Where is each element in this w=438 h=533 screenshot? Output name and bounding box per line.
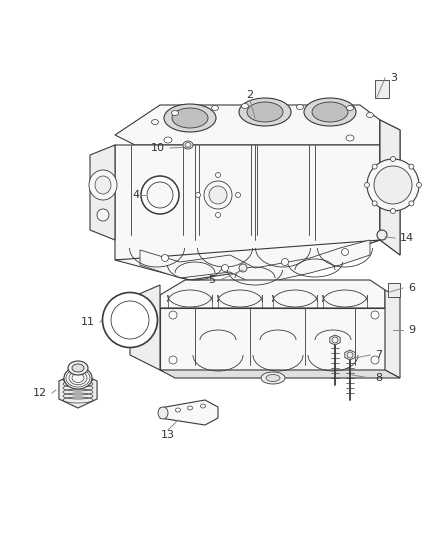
Ellipse shape	[97, 209, 109, 221]
Ellipse shape	[147, 182, 173, 208]
Ellipse shape	[209, 186, 227, 204]
Polygon shape	[115, 240, 380, 280]
Ellipse shape	[282, 259, 289, 265]
Ellipse shape	[372, 201, 377, 206]
Ellipse shape	[347, 352, 353, 358]
Polygon shape	[380, 120, 400, 255]
Ellipse shape	[164, 104, 216, 132]
Ellipse shape	[391, 208, 396, 214]
Ellipse shape	[266, 375, 280, 382]
Polygon shape	[140, 240, 370, 285]
Ellipse shape	[172, 110, 179, 116]
Ellipse shape	[261, 372, 285, 384]
Ellipse shape	[409, 164, 414, 169]
Ellipse shape	[204, 181, 232, 209]
Ellipse shape	[391, 157, 396, 161]
Ellipse shape	[169, 356, 177, 364]
Ellipse shape	[72, 364, 84, 372]
Ellipse shape	[247, 102, 283, 122]
Ellipse shape	[195, 192, 201, 198]
Ellipse shape	[367, 159, 419, 211]
Ellipse shape	[371, 311, 379, 319]
Text: 2: 2	[247, 90, 254, 100]
Ellipse shape	[185, 142, 191, 148]
Ellipse shape	[95, 176, 111, 194]
Ellipse shape	[374, 166, 412, 204]
Polygon shape	[385, 290, 400, 378]
Ellipse shape	[222, 264, 229, 271]
Ellipse shape	[162, 254, 169, 262]
Text: 4: 4	[133, 190, 140, 200]
Ellipse shape	[409, 201, 414, 206]
Ellipse shape	[172, 108, 208, 128]
Ellipse shape	[377, 230, 387, 240]
Text: 13: 13	[161, 430, 175, 440]
Ellipse shape	[68, 361, 88, 375]
Ellipse shape	[346, 106, 353, 110]
Ellipse shape	[367, 112, 374, 117]
Bar	[375, 80, 389, 98]
Ellipse shape	[304, 98, 356, 126]
Text: 3: 3	[390, 73, 397, 83]
Bar	[388, 283, 400, 297]
Ellipse shape	[332, 337, 338, 343]
Text: 11: 11	[81, 317, 95, 327]
Ellipse shape	[215, 213, 220, 217]
Ellipse shape	[111, 301, 149, 339]
Text: 12: 12	[33, 388, 47, 398]
Ellipse shape	[239, 264, 247, 272]
Polygon shape	[115, 105, 380, 145]
Polygon shape	[90, 145, 115, 240]
Text: 10: 10	[151, 143, 165, 153]
Text: 9: 9	[408, 325, 415, 335]
Polygon shape	[160, 308, 385, 370]
Text: 7: 7	[375, 350, 382, 360]
Polygon shape	[59, 372, 97, 408]
Ellipse shape	[169, 311, 177, 319]
Ellipse shape	[236, 192, 240, 198]
Polygon shape	[330, 335, 340, 345]
Ellipse shape	[364, 182, 370, 188]
Polygon shape	[160, 400, 218, 425]
Text: 6: 6	[408, 283, 415, 293]
Text: 14: 14	[400, 233, 414, 243]
Ellipse shape	[176, 408, 180, 412]
Ellipse shape	[342, 248, 349, 255]
Text: 5: 5	[208, 275, 215, 285]
Ellipse shape	[241, 103, 248, 109]
Ellipse shape	[164, 137, 172, 143]
Ellipse shape	[312, 102, 348, 122]
Polygon shape	[115, 145, 380, 260]
Polygon shape	[345, 350, 355, 360]
Ellipse shape	[417, 182, 421, 188]
Ellipse shape	[346, 135, 354, 141]
Ellipse shape	[212, 106, 219, 110]
Ellipse shape	[187, 406, 192, 410]
Ellipse shape	[141, 176, 179, 214]
Ellipse shape	[89, 170, 117, 200]
Ellipse shape	[371, 356, 379, 364]
Ellipse shape	[297, 104, 304, 109]
Polygon shape	[380, 120, 400, 255]
Polygon shape	[160, 370, 400, 378]
Ellipse shape	[372, 164, 377, 169]
Polygon shape	[160, 280, 385, 308]
Ellipse shape	[64, 367, 92, 389]
Ellipse shape	[183, 141, 193, 149]
Ellipse shape	[215, 173, 220, 177]
Ellipse shape	[102, 293, 158, 348]
Ellipse shape	[152, 119, 159, 125]
Polygon shape	[130, 285, 160, 370]
Ellipse shape	[158, 407, 168, 419]
Ellipse shape	[239, 98, 291, 126]
Text: 8: 8	[375, 373, 382, 383]
Ellipse shape	[201, 404, 205, 408]
